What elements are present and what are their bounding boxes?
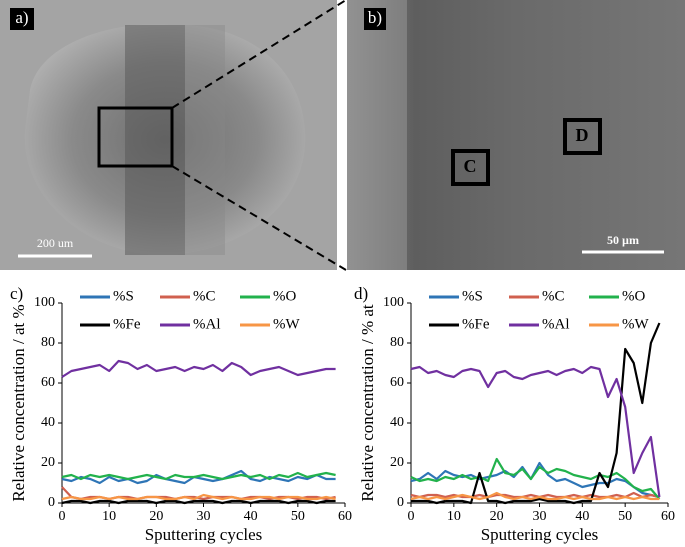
series-line xyxy=(410,365,661,498)
y-tick-label: 20 xyxy=(390,455,404,470)
y-tick-label: 100 xyxy=(383,295,404,310)
x-tick-label: 0 xyxy=(59,509,66,524)
x-tick-label: 30 xyxy=(533,509,547,524)
x-tick-label: 0 xyxy=(408,509,415,524)
y-tick-label: 60 xyxy=(41,375,55,390)
legend-label: %S xyxy=(113,288,134,304)
legend-label: %Al xyxy=(193,316,221,332)
legend-label: %C xyxy=(542,288,565,304)
region-label: D xyxy=(576,125,589,145)
scale-bar-label: 200 um xyxy=(37,236,74,250)
series-line xyxy=(410,491,660,499)
zoom-line xyxy=(171,0,347,109)
series-line xyxy=(61,493,336,501)
y-tick-label: 60 xyxy=(390,375,404,390)
x-tick-label: 30 xyxy=(197,509,211,524)
panel-label: c) xyxy=(10,284,23,303)
y-tick-label: 0 xyxy=(48,495,55,510)
series-line xyxy=(61,471,336,481)
legend-label: %Fe xyxy=(113,316,141,332)
legend-label: %Al xyxy=(542,316,570,332)
sem-image-a: a) 200 um xyxy=(0,0,337,270)
panel-label: d) xyxy=(354,284,368,303)
series-line xyxy=(410,457,661,500)
y-axis-label: Relative concentration / at % xyxy=(9,304,28,501)
scale-bar-label: 50 µm xyxy=(607,233,639,247)
legend-label: %Fe xyxy=(462,316,490,332)
y-tick-label: 0 xyxy=(397,495,404,510)
series-line xyxy=(61,499,336,505)
x-tick-label: 50 xyxy=(291,509,305,524)
y-tick-label: 40 xyxy=(390,415,404,430)
legend-label: %S xyxy=(462,288,483,304)
x-tick-label: 10 xyxy=(102,509,116,524)
series-line xyxy=(61,469,336,485)
x-tick-label: 20 xyxy=(490,509,504,524)
y-axis-label: Relative concentration / % at xyxy=(358,304,377,502)
series-line xyxy=(410,461,660,499)
x-tick-label: 60 xyxy=(338,509,352,524)
y-tick-label: 80 xyxy=(41,335,55,350)
y-tick-label: 40 xyxy=(41,415,55,430)
sem-image-b: C D b) 50 µm xyxy=(347,0,685,270)
panel-label: b) xyxy=(368,8,382,27)
region-label: C xyxy=(464,156,477,176)
series-line xyxy=(410,491,660,501)
y-tick-label: 100 xyxy=(34,295,55,310)
zoom-line xyxy=(171,165,347,271)
x-tick-label: 20 xyxy=(149,509,163,524)
x-tick-label: 60 xyxy=(661,509,675,524)
series-line xyxy=(61,359,336,378)
series-line xyxy=(411,322,661,505)
x-tick-label: 40 xyxy=(244,509,258,524)
y-tick-label: 20 xyxy=(41,455,55,470)
legend-label: %O xyxy=(273,288,296,304)
x-axis-label: Sputtering cycles xyxy=(481,525,599,544)
x-tick-label: 10 xyxy=(447,509,461,524)
x-axis-label: Sputtering cycles xyxy=(145,525,263,544)
legend-label: %W xyxy=(273,316,300,332)
panel-label: a) xyxy=(15,8,28,27)
x-tick-label: 50 xyxy=(618,509,632,524)
x-tick-label: 40 xyxy=(575,509,589,524)
legend-label: %C xyxy=(193,288,216,304)
legend-label: %O xyxy=(622,288,645,304)
y-tick-label: 80 xyxy=(390,335,404,350)
legend-label: %W xyxy=(622,316,649,332)
